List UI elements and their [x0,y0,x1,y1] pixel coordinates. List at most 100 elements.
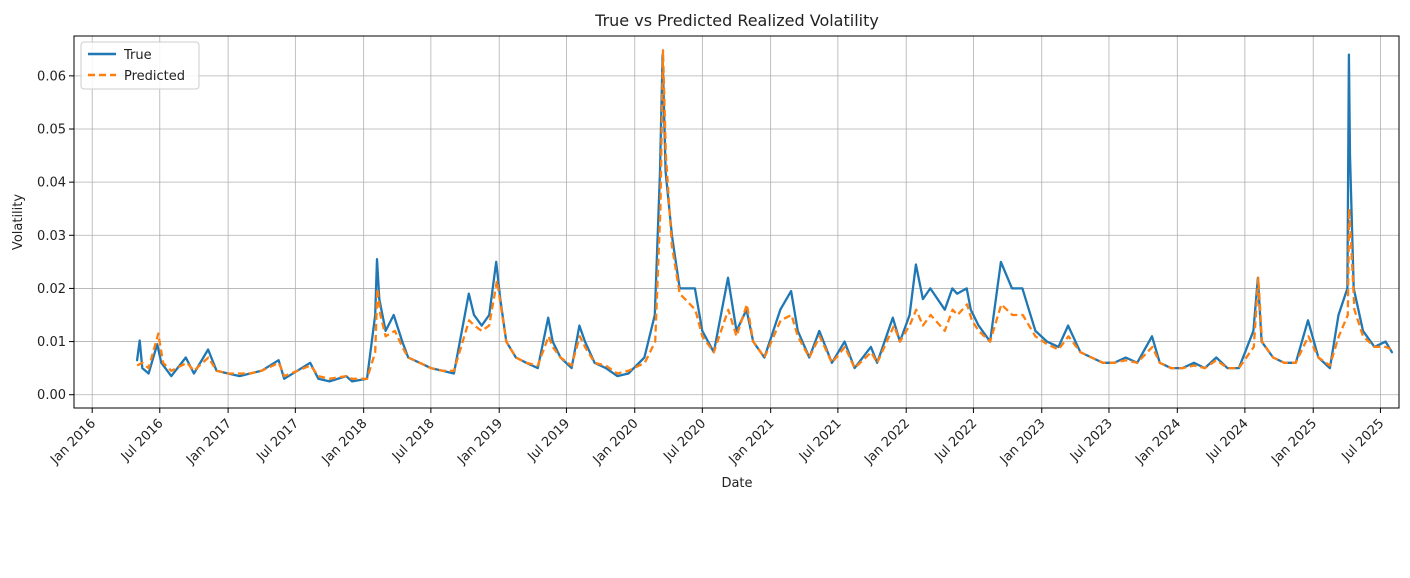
data-point-true [908,314,911,317]
data-point-predicted [604,364,607,367]
y-tick-label: 0.06 [37,69,66,84]
data-point-predicted [1238,367,1241,370]
data-point-true [914,263,917,266]
data-point-predicted [551,345,554,348]
legend-predicted-label: Predicted [124,69,185,84]
data-point-true [1151,335,1154,338]
data-point-true [616,375,619,378]
data-point-predicted [915,308,918,311]
data-point-predicted [351,377,354,380]
data-point-predicted [393,330,396,333]
data-point-predicted [441,369,444,372]
data-point-true [1215,356,1218,359]
data-point-predicted [922,324,925,327]
data-point-true [170,375,173,378]
data-point-predicted [643,361,646,364]
data-point-true [584,340,587,343]
data-point-predicted [808,356,811,359]
data-point-predicted [1337,335,1340,338]
data-point-true [193,372,196,375]
data-point-predicted [735,335,738,338]
data-point-predicted [418,361,421,364]
data-point-predicted [401,345,404,348]
data-point-true [1391,351,1394,354]
data-point-true [351,380,354,383]
data-point-predicted [670,245,673,248]
data-point-true [779,308,782,311]
data-point-true [452,372,455,375]
data-point-predicted [309,364,312,367]
data-point-true [870,345,873,348]
data-point-predicted [379,314,382,317]
data-point-predicted [893,324,896,327]
data-point-true [328,380,331,383]
data-point-predicted [712,351,715,354]
data-point-predicted [966,303,969,306]
data-point-true [141,367,144,370]
data-point-true [818,330,821,333]
data-point-true [701,330,704,333]
data-point-true [578,324,581,327]
data-point-predicted [500,308,503,311]
data-point-predicted [870,351,873,354]
data-point-predicted [593,361,596,364]
data-point-predicted [162,361,165,364]
data-point-predicted [407,356,410,359]
y-tick-label: 0.05 [37,123,66,138]
data-point-predicted [1317,356,1320,359]
data-point-true [727,276,730,279]
data-point-true [1034,330,1037,333]
data-point-predicted [238,372,241,375]
data-point-predicted [745,303,748,306]
data-point-predicted [1113,361,1116,364]
data-point-true [480,324,483,327]
data-point-predicted [278,361,281,364]
data-point-predicted [1384,345,1387,348]
data-point-predicted [694,308,697,311]
data-point-predicted [570,364,573,367]
data-point-true [790,290,793,293]
data-point-predicted [536,364,539,367]
data-point-predicted [853,367,856,370]
data-point-predicted [376,287,379,290]
data-point-true [138,339,141,342]
data-point-true [1347,53,1350,56]
data-point-predicted [1349,234,1352,237]
data-point-predicted [796,335,799,338]
data-point-true [965,287,968,290]
data-point-predicted [480,330,483,333]
data-point-predicted [951,308,954,311]
data-point-true [392,314,395,317]
data-point-true [378,298,381,301]
data-point-true [951,287,954,290]
data-point-true [1021,287,1024,290]
data-point-true [977,324,980,327]
data-point-true [1011,287,1014,290]
data-point-predicted [1307,335,1310,338]
data-point-predicted [473,324,476,327]
data-point-true [309,361,312,364]
data-point-predicted [654,340,657,343]
data-point-predicted [249,372,252,375]
data-point-predicted [429,367,432,370]
data-point-true [1349,154,1352,157]
data-point-true [376,258,379,261]
data-point-predicted [1057,348,1060,351]
data-point-predicted [515,356,518,359]
data-point-predicted [627,369,630,372]
data-point-predicted [496,279,499,282]
data-point-predicted [943,330,946,333]
data-point-true [891,316,894,319]
plot-frame [73,35,1400,409]
data-point-predicted [1294,361,1297,364]
data-point-predicted [584,345,587,348]
data-point-predicted [1252,345,1255,348]
data-point-predicted [547,335,550,338]
data-point-predicted [977,330,980,333]
data-point-true [627,372,630,375]
data-point-predicted [260,369,263,372]
data-point-predicted [701,335,704,338]
data-point-predicted [1124,359,1127,362]
data-point-predicted [1261,340,1264,343]
data-point-predicted [1034,335,1037,338]
